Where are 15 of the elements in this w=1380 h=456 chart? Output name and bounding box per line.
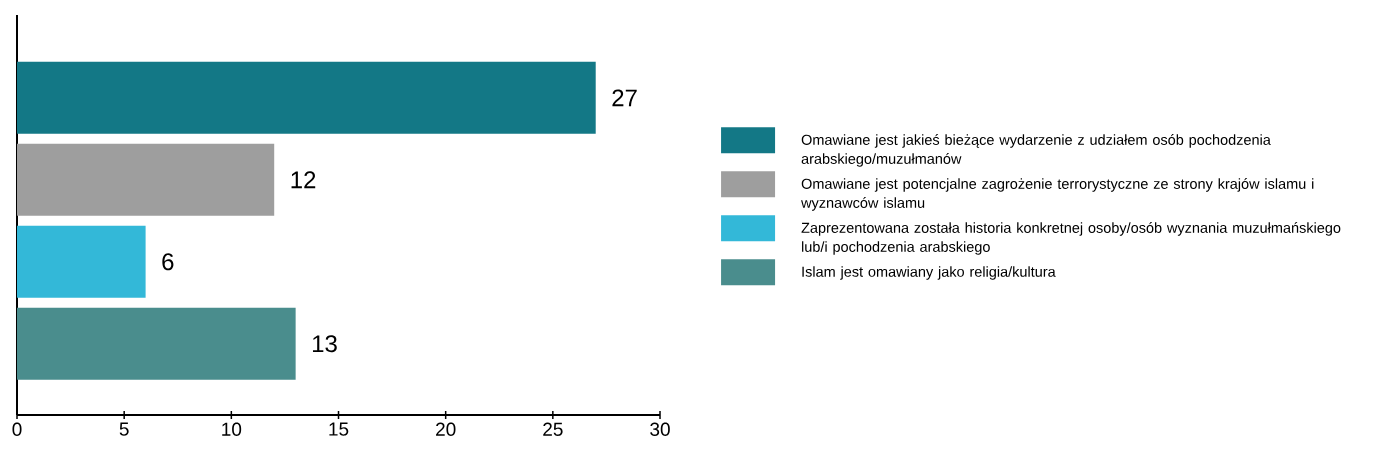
legend-label: Omawiane jest potencjalne zagrożenie terrorystyczne ze strony krajów islamu i wyznawców islamu	[801, 178, 1314, 211]
legend-label: Omawiane jest jakieś bieżące wydarzenie z udziałem osób pochodzenia arabskiego/muzułmanów	[801, 134, 1271, 167]
x-tick-label: 30	[650, 422, 670, 436]
data-label: 6	[162, 253, 174, 271]
data-label: 27	[612, 89, 637, 107]
x-tick-label: 15	[329, 422, 349, 436]
x-tick-label: 20	[436, 422, 456, 436]
x-tick-label: 10	[222, 422, 242, 436]
x-tick-label: 25	[543, 422, 563, 436]
legend-label: Zaprezentowana została historia konkretnej osoby/osób wyznania muzułmańskiego lub/i pochodzenia arabskiego	[801, 222, 1341, 255]
x-tick-label: 0	[12, 422, 22, 436]
x-tick-label: 5	[119, 422, 129, 436]
data-label: 13	[312, 335, 337, 353]
legend-label: Islam jest omawiany jako religia/kultura	[802, 266, 1056, 280]
data-label: 12	[291, 171, 316, 189]
